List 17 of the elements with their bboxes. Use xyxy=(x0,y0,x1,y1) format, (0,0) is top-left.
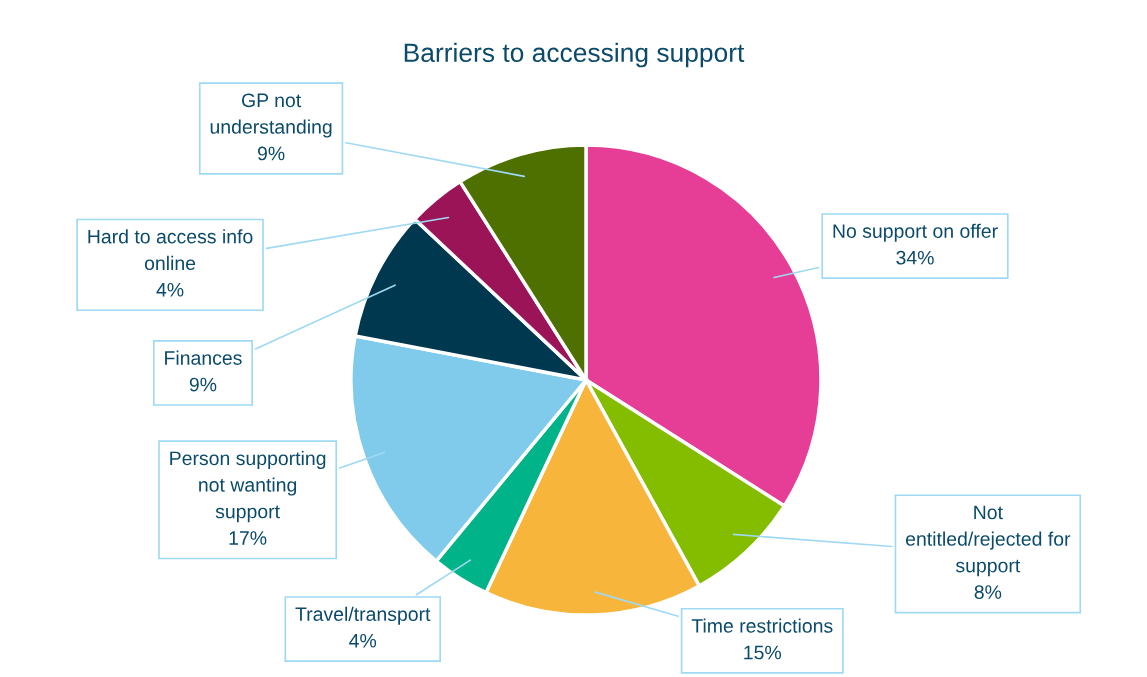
data-label: 17% xyxy=(229,531,267,545)
data-label: 4% xyxy=(156,282,184,297)
slice-label: Time restrictions xyxy=(691,618,833,633)
slice-label: Finances xyxy=(165,350,242,365)
chart-title: Barriers to accessing support xyxy=(404,42,745,68)
slice-label: Hard to access info online xyxy=(88,229,253,271)
slice-label: GP not understanding xyxy=(210,93,332,138)
slice-label: Person supporting not wanting support xyxy=(170,450,326,523)
data-label: 15% xyxy=(744,645,782,660)
data-label: 34% xyxy=(896,250,934,265)
data-label: 9% xyxy=(257,146,285,161)
slice-label: Travel/transport xyxy=(295,606,431,625)
slice-label: Not entitled/rejected for support xyxy=(906,505,1071,577)
data-label: 8% xyxy=(974,585,1002,599)
data-label: 9% xyxy=(189,377,217,392)
data-label: 4% xyxy=(349,633,377,648)
slice-label: No support on offer xyxy=(833,223,998,242)
